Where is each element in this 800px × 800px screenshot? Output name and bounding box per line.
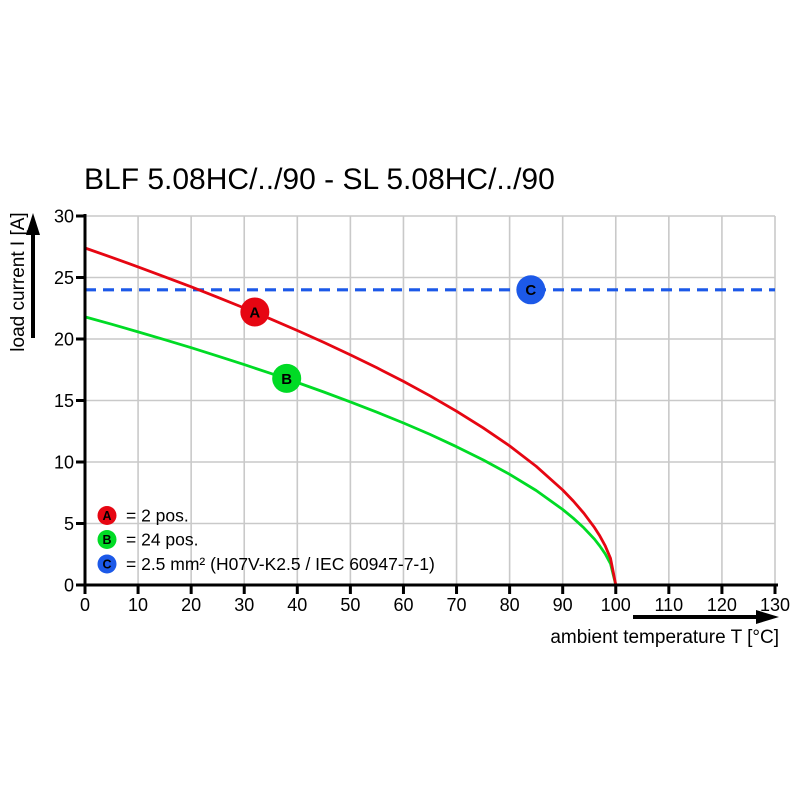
x-tick-label: 100 [601,595,631,615]
y-tick-label: 20 [54,329,74,349]
y-tick-label: 15 [54,391,74,411]
legend-letter-a: A [102,509,111,523]
marker-a-letter: A [249,304,260,321]
x-tick-label: 90 [553,595,573,615]
x-tick-label: 120 [707,595,737,615]
y-tick-label: 30 [54,206,74,226]
series-layer [83,246,775,587]
grid-layer [85,215,776,585]
x-tick-label: 80 [500,595,520,615]
x-tick-label: 60 [393,595,413,615]
y-axis-arrowhead-icon [26,213,40,235]
legend-letter-c: C [102,557,111,571]
series-b-curve [83,315,618,587]
x-tick-label: 10 [128,595,148,615]
chart-title: BLF 5.08HC/../90 - SL 5.08HC/../90 [84,163,555,196]
marker-c-letter: C [525,282,536,299]
legend-marker-a [97,506,117,525]
legend-label-b: = 24 pos. [126,530,199,550]
legend-label-a: = 2 pos. [126,506,189,526]
marker-c [516,275,546,305]
x-tick-label: 30 [234,595,254,615]
y-tick-label: 10 [54,452,74,472]
series-a-curve [83,246,618,587]
x-axis-arrowhead-icon [756,610,779,624]
x-axis-label: ambient temperature T [°C] [550,627,779,648]
legend-label-c: = 2.5 mm² (H07V-K2.5 / IEC 60947-7-1) [126,554,435,574]
curve-markers-layer: A B C [240,275,546,393]
marker-b [272,363,302,393]
y-tick-label: 5 [64,514,74,534]
legend-letter-b: B [102,533,111,547]
x-tick-label: 130 [760,595,790,615]
x-tick-label: 50 [340,595,360,615]
y-axis-label: load current I [A] [8,212,29,351]
legend-marker-c [97,554,117,574]
tick-labels-layer: 0 10 20 30 40 50 60 70 80 90 100 110 120 130 0 5 10 15 20 2… [54,206,790,615]
x-tick-label: 70 [447,595,467,615]
x-tick-label: 110 [654,595,683,615]
marker-a [240,297,270,327]
y-tick-label: 25 [54,268,74,288]
legend-marker-b [97,530,117,549]
axes-layer [76,214,778,594]
y-tick-label: 0 [64,575,74,595]
legend: A = 2 pos. B = 24 pos. C = 2.5 mm² (H07V-K2.5… [97,506,435,574]
x-tick-label: 0 [80,595,90,615]
x-tick-label: 40 [287,595,307,615]
x-tick-label: 20 [181,595,201,615]
marker-b-letter: B [281,371,292,388]
